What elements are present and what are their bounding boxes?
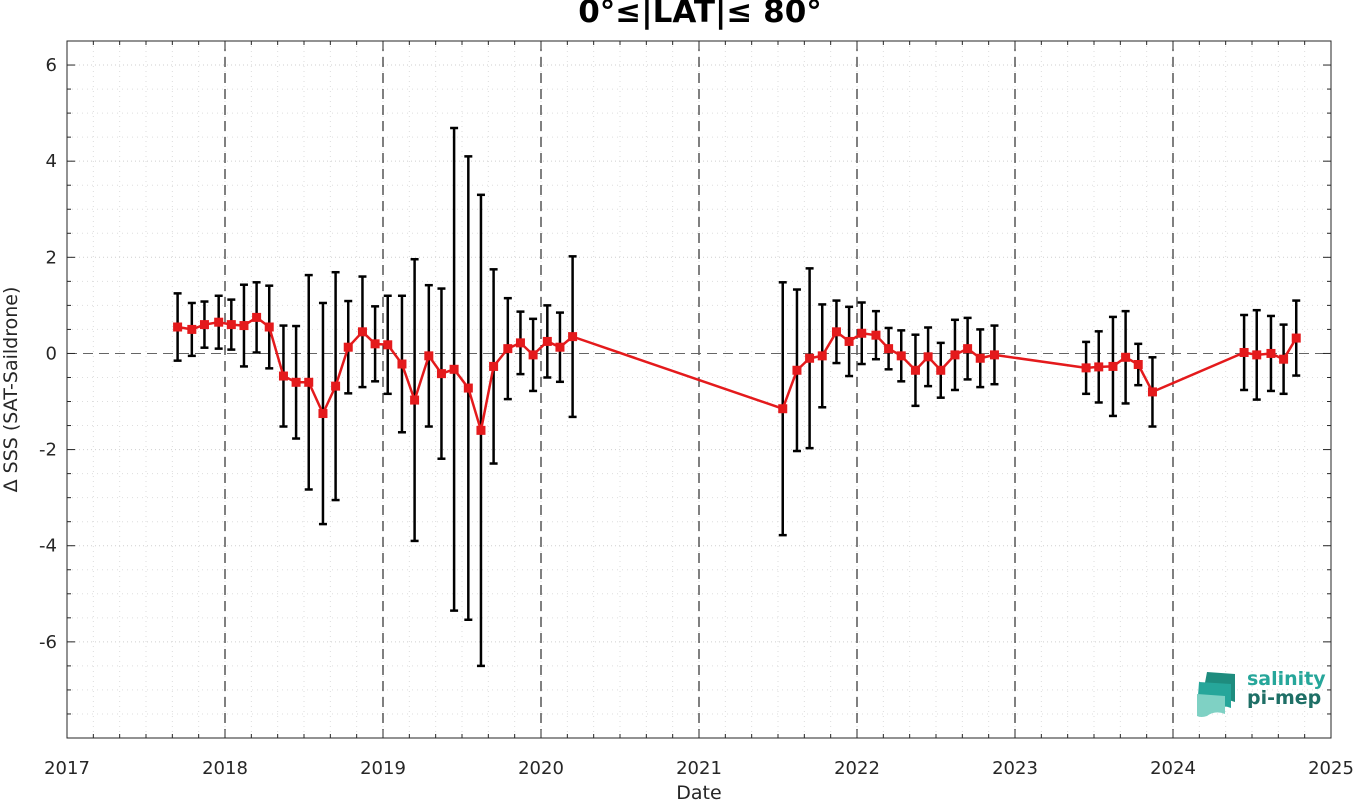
- data-point-marker: [792, 365, 802, 375]
- data-point-marker: [226, 320, 236, 330]
- data-point-marker: [489, 361, 499, 371]
- salinity-pi-mep-logo: salinity pi-mep: [1195, 668, 1335, 718]
- data-point-marker: [817, 351, 827, 361]
- data-point-marker: [936, 365, 946, 375]
- data-point-marker: [515, 338, 525, 348]
- x-tick-label: 2019: [360, 758, 406, 779]
- data-point-marker: [383, 340, 393, 350]
- data-point-marker: [304, 377, 314, 387]
- data-point-marker: [528, 350, 538, 360]
- chart-title: 0°≤|LAT|≤ 80°: [578, 0, 822, 30]
- series-line: [177, 316, 1298, 432]
- data-point-marker: [291, 377, 301, 387]
- x-tick-label: 2020: [518, 758, 564, 779]
- data-point-marker: [1081, 363, 1091, 373]
- wave-logo-icon: [1197, 672, 1235, 717]
- data-point-marker: [923, 352, 933, 362]
- data-point-marker: [1094, 362, 1104, 372]
- data-point-marker: [239, 321, 249, 331]
- data-point-marker: [857, 328, 867, 338]
- data-point-marker: [252, 312, 262, 322]
- data-point-marker: [357, 327, 367, 337]
- data-point-marker: [476, 425, 486, 435]
- data-point-marker: [568, 332, 578, 342]
- data-point-marker: [1266, 348, 1276, 358]
- logo-text-pi-mep: pi-mep: [1247, 687, 1322, 709]
- data-point-marker: [831, 327, 841, 337]
- data-point-marker: [410, 395, 420, 405]
- data-point-marker: [370, 339, 380, 349]
- data-point-marker: [331, 381, 341, 391]
- data-point-marker: [424, 351, 434, 361]
- data-point-marker: [950, 350, 960, 360]
- y-axis-label: Δ SSS (SAT-Saildrone): [0, 287, 22, 493]
- data-point-marker: [436, 369, 446, 379]
- data-point-marker: [463, 383, 473, 393]
- x-tick-label: 2018: [202, 758, 248, 779]
- data-point-marker: [173, 322, 183, 332]
- data-point-marker: [1108, 361, 1118, 371]
- data-point-marker: [318, 409, 328, 419]
- x-axis-label: Date: [676, 782, 721, 801]
- y-tick-label: -4: [39, 536, 57, 557]
- data-point-marker: [896, 351, 906, 361]
- data-point-marker: [449, 364, 459, 374]
- data-point-marker: [264, 322, 274, 332]
- data-point-marker: [542, 336, 552, 346]
- data-point-marker: [975, 353, 985, 363]
- data-point-marker: [989, 350, 999, 360]
- y-tick-label: -2: [39, 440, 57, 461]
- data-point-marker: [278, 371, 288, 381]
- x-tick-label: 2022: [834, 758, 880, 779]
- x-tick-label: 2017: [44, 758, 90, 779]
- data-point-marker: [1147, 387, 1157, 397]
- data-point-marker: [778, 404, 788, 414]
- data-point-marker: [397, 359, 407, 369]
- data-point-marker: [187, 324, 197, 334]
- data-point-marker: [555, 342, 565, 352]
- logo-text-salinity: salinity: [1247, 668, 1326, 690]
- x-tick-label: 2025: [1308, 758, 1354, 779]
- data-point-marker: [199, 320, 209, 330]
- x-tick-label: 2024: [1150, 758, 1196, 779]
- x-tick-label: 2023: [992, 758, 1038, 779]
- y-tick-label: -6: [39, 632, 57, 653]
- data-point-marker: [214, 317, 224, 327]
- data-point-marker: [1279, 354, 1289, 364]
- data-point-marker: [343, 342, 353, 352]
- y-tick-label: 2: [46, 247, 57, 268]
- data-point-marker: [1252, 350, 1262, 360]
- x-tick-label: 2021: [676, 758, 722, 779]
- data-point-marker: [503, 344, 513, 354]
- data-point-marker: [963, 344, 973, 354]
- data-point-marker: [1239, 347, 1249, 357]
- data-point-marker: [805, 353, 815, 363]
- data-point-marker: [1291, 333, 1301, 343]
- y-tick-label: 0: [46, 343, 57, 364]
- data-point-marker: [1121, 352, 1131, 362]
- data-point-marker: [910, 365, 920, 375]
- data-point-marker: [844, 336, 854, 346]
- data-point-marker: [884, 344, 894, 354]
- data-point-marker: [1133, 360, 1143, 370]
- data-point-marker: [871, 330, 881, 340]
- y-tick-label: 4: [46, 151, 57, 172]
- y-tick-label: 6: [46, 55, 57, 76]
